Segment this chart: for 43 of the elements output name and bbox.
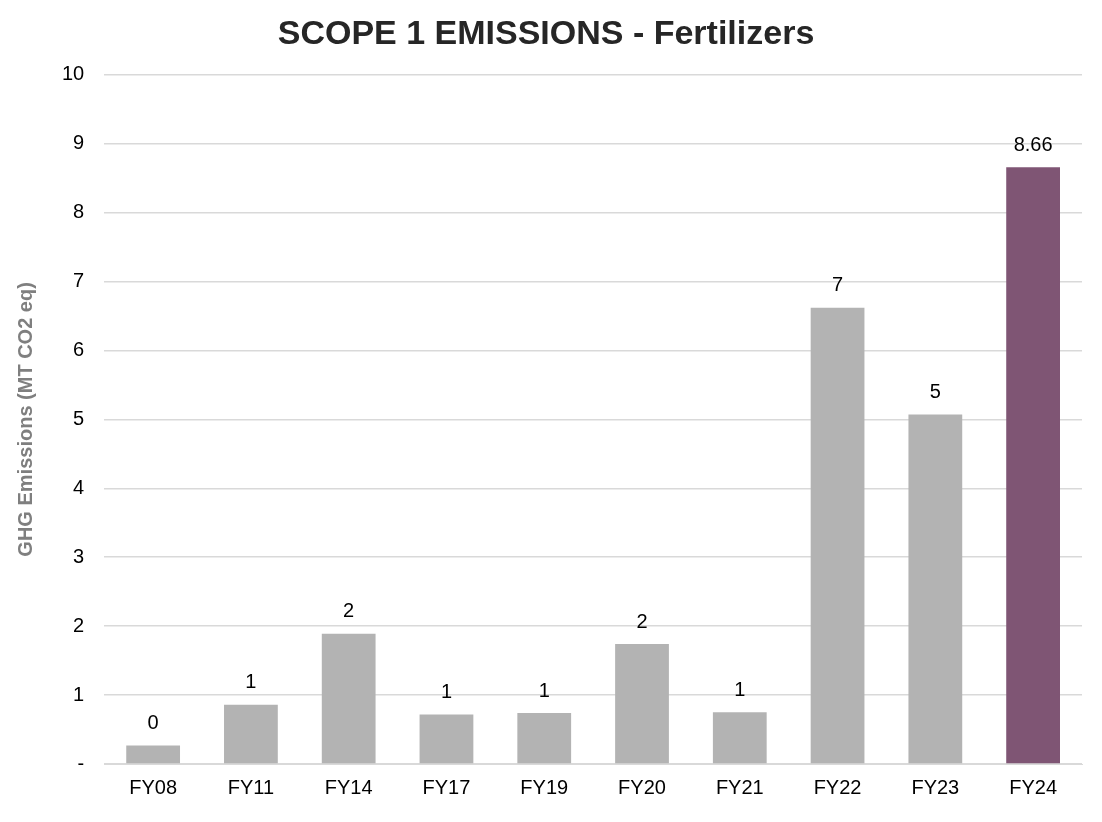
data-label: 0	[147, 710, 159, 733]
x-tick-label: FY23	[911, 775, 960, 798]
y-tick-label: 6	[73, 338, 85, 360]
bar	[126, 745, 181, 764]
data-label: 7	[832, 273, 844, 296]
y-tick-label: 8	[73, 200, 85, 223]
bar	[224, 704, 278, 764]
data-label: 1	[245, 670, 257, 693]
bar	[321, 633, 376, 764]
data-label: 2	[636, 609, 648, 632]
y-tick-label: 9	[73, 131, 85, 154]
bar	[712, 712, 767, 764]
bar	[517, 713, 572, 764]
y-axis-title: GHG Emissions (MT CO2 eq)	[13, 282, 36, 557]
data-label: 1	[440, 679, 453, 702]
bar	[810, 307, 865, 764]
x-tick-label: FY17	[422, 775, 471, 798]
y-tick-label: 4	[73, 475, 85, 498]
data-label: 5	[929, 380, 941, 403]
data-label: 2	[343, 599, 355, 622]
x-tick-label: FY20	[618, 775, 666, 798]
data-label: 1	[734, 677, 746, 700]
x-tick-label: FY24	[1009, 775, 1058, 798]
bar	[908, 414, 963, 764]
bar	[1006, 167, 1060, 764]
y-tick-label: 5	[73, 406, 85, 429]
x-tick-label: FY22	[813, 775, 862, 798]
x-tick-label: FY08	[129, 775, 178, 798]
y-tick-label: 10	[62, 62, 85, 85]
y-tick-label: 2	[73, 613, 85, 636]
y-tick-label: 1	[73, 682, 85, 705]
y-tick-label: -	[77, 751, 85, 774]
x-tick-label: FY14	[324, 775, 373, 798]
y-tick-label: 3	[73, 544, 85, 567]
y-tick-label: 7	[73, 269, 85, 292]
x-tick-label: FY19	[520, 775, 569, 798]
chart-title: SCOPE 1 EMISSIONS - Fertilizers	[277, 12, 815, 51]
data-label: 1	[538, 678, 550, 701]
data-label: 8.66	[1013, 132, 1053, 155]
x-tick-label: FY21	[715, 775, 764, 798]
bar	[419, 714, 474, 764]
x-tick-label: FY11	[227, 775, 275, 798]
bar	[615, 644, 669, 764]
